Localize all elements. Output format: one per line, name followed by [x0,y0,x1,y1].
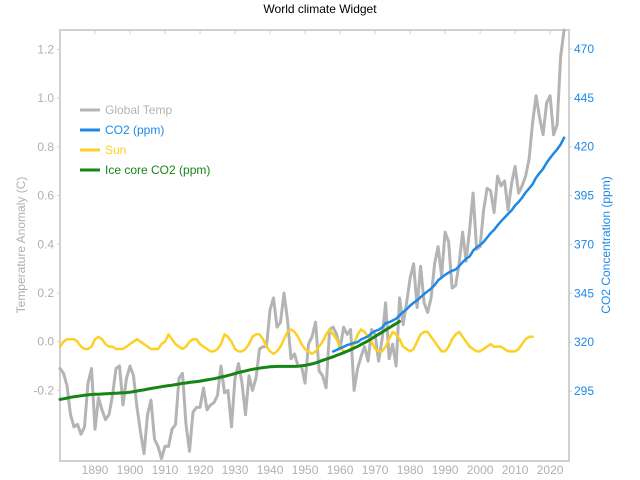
y-tick-label-right: 370 [574,237,594,251]
x-tick-label: 1970 [362,463,389,477]
global-temp-line [58,28,566,461]
y-tick-label-left: 0.8 [37,140,54,154]
legend-label: Global Temp [105,103,172,117]
y-tick-label-left: 0.2 [37,286,54,300]
x-tick-label: 1910 [152,463,179,477]
y-tick-label-left: 0.0 [37,335,54,349]
legend: Global Temp CO2 (ppm) Sun Ice core CO2 (ppm… [80,103,210,177]
y-tick-label-right: 445 [574,91,594,105]
y-tick-label-right: 295 [574,384,594,398]
y-axis-label-right: CO2 Concentration (ppm) [599,176,613,313]
y-tick-label-right: 470 [574,42,594,56]
y-tick-label-right: 320 [574,335,594,349]
legend-label: CO2 (ppm) [105,123,164,137]
chart-title: World climate Widget [263,2,377,16]
y-tick-label-left: -0.2 [33,383,54,397]
legend-co2: CO2 (ppm) [80,123,164,137]
co2-line [331,136,566,353]
legend-label: Ice core CO2 (ppm) [105,163,210,177]
y-tick-label-left: 0.4 [37,237,54,251]
ice-core-co2-line [58,319,402,401]
y-tick-label-right: 345 [574,286,594,300]
series-layer [58,28,566,461]
y-axis-right: 295 320 345 370 395 420 445 470 [569,42,594,398]
y-axis-label-left: Temperature Anomaly (C) [14,177,28,314]
x-tick-label: 1980 [397,463,424,477]
x-tick-label: 1940 [257,463,284,477]
legend-ice-core-co2: Ice core CO2 (ppm) [80,163,210,177]
x-tick-label: 1900 [117,463,144,477]
legend-label: Sun [105,143,126,157]
legend-global-temp: Global Temp [80,103,172,117]
x-tick-label: 2000 [467,463,494,477]
x-tick-label: 2010 [502,463,529,477]
legend-sun: Sun [80,143,126,157]
y-axis-left: -0.2 0.0 0.2 0.4 0.6 0.8 1.0 1.2 [33,42,60,397]
x-tick-label: 1920 [187,463,214,477]
sun-line [58,328,534,356]
x-axis: 1890 1900 1910 1920 1930 1940 1950 1960 1970 1980… [82,30,564,477]
y-tick-label-left: 1.2 [37,42,54,56]
x-tick-label: 1950 [292,463,319,477]
plot-frame [59,29,570,462]
x-tick-label: 1960 [327,463,354,477]
y-tick-label-left: 1.0 [37,91,54,105]
x-tick-label: 1890 [82,463,109,477]
x-tick-label: 2020 [537,463,564,477]
x-tick-label: 1930 [222,463,249,477]
y-tick-label-left: 0.6 [37,189,54,203]
x-tick-label: 1990 [432,463,459,477]
y-tick-label-right: 420 [574,140,594,154]
y-tick-label-right: 395 [574,189,594,203]
